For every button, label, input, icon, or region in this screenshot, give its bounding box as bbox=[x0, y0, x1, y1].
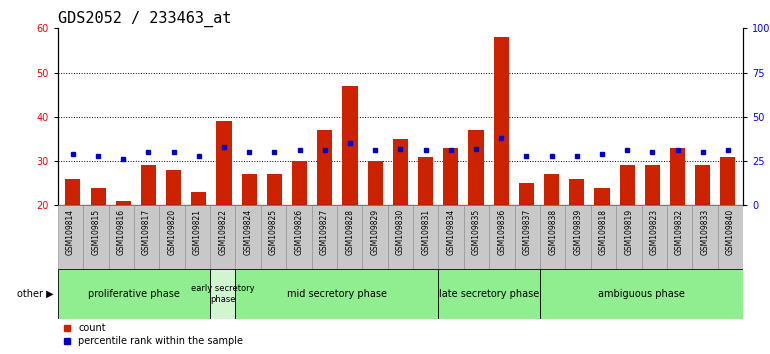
Text: mid secretory phase: mid secretory phase bbox=[287, 289, 387, 299]
Text: ambiguous phase: ambiguous phase bbox=[598, 289, 685, 299]
Bar bbox=[718, 205, 743, 269]
Bar bbox=[159, 205, 185, 269]
Text: GSM109817: GSM109817 bbox=[142, 209, 151, 255]
Bar bbox=[191, 192, 206, 205]
Text: GSM109834: GSM109834 bbox=[447, 209, 456, 255]
Text: GSM109830: GSM109830 bbox=[396, 209, 405, 255]
Text: GSM109825: GSM109825 bbox=[269, 209, 278, 255]
Text: GSM109831: GSM109831 bbox=[421, 209, 430, 255]
Bar bbox=[444, 148, 458, 205]
Bar bbox=[58, 205, 83, 269]
Bar bbox=[438, 269, 540, 319]
Bar bbox=[591, 205, 616, 269]
Text: GDS2052 / 233463_at: GDS2052 / 233463_at bbox=[58, 11, 231, 27]
Text: GSM109826: GSM109826 bbox=[294, 209, 303, 255]
Text: GSM109822: GSM109822 bbox=[218, 209, 227, 255]
Text: GSM109833: GSM109833 bbox=[701, 209, 709, 255]
Text: GSM109821: GSM109821 bbox=[192, 209, 202, 255]
Bar bbox=[116, 201, 131, 205]
Text: GSM109832: GSM109832 bbox=[675, 209, 684, 255]
Bar bbox=[292, 161, 307, 205]
Text: GSM109823: GSM109823 bbox=[650, 209, 658, 255]
Bar bbox=[210, 205, 236, 269]
Bar bbox=[343, 86, 357, 205]
Bar bbox=[540, 269, 743, 319]
Bar bbox=[141, 166, 156, 205]
Text: proliferative phase: proliferative phase bbox=[88, 289, 180, 299]
Bar bbox=[644, 166, 660, 205]
Bar bbox=[418, 156, 434, 205]
Bar bbox=[393, 139, 408, 205]
Bar bbox=[185, 205, 210, 269]
Text: GSM109828: GSM109828 bbox=[345, 209, 354, 255]
Bar bbox=[667, 205, 692, 269]
Bar bbox=[489, 205, 514, 269]
Text: late secretory phase: late secretory phase bbox=[439, 289, 539, 299]
Bar bbox=[312, 205, 337, 269]
Bar bbox=[594, 188, 610, 205]
Text: GSM109840: GSM109840 bbox=[726, 209, 735, 255]
Bar bbox=[91, 188, 105, 205]
Bar bbox=[519, 183, 534, 205]
Bar bbox=[544, 175, 559, 205]
Bar bbox=[134, 205, 159, 269]
Text: GSM109836: GSM109836 bbox=[497, 209, 507, 255]
Text: GSM109835: GSM109835 bbox=[472, 209, 481, 255]
Bar bbox=[616, 205, 641, 269]
Bar bbox=[286, 205, 312, 269]
Bar bbox=[692, 205, 718, 269]
Bar bbox=[216, 121, 232, 205]
Text: GSM109824: GSM109824 bbox=[243, 209, 253, 255]
Bar bbox=[65, 179, 80, 205]
Bar bbox=[83, 205, 109, 269]
Bar bbox=[363, 205, 388, 269]
Bar bbox=[494, 37, 509, 205]
Text: GSM109816: GSM109816 bbox=[117, 209, 126, 255]
Legend: count, percentile rank within the sample: count, percentile rank within the sample bbox=[62, 324, 243, 346]
Bar bbox=[641, 205, 667, 269]
Bar bbox=[367, 161, 383, 205]
Bar bbox=[337, 205, 363, 269]
Bar bbox=[620, 166, 634, 205]
Bar bbox=[438, 205, 464, 269]
Bar bbox=[267, 175, 282, 205]
Bar bbox=[514, 205, 540, 269]
Bar bbox=[166, 170, 181, 205]
Bar bbox=[413, 205, 438, 269]
Bar bbox=[464, 205, 489, 269]
Text: GSM109829: GSM109829 bbox=[370, 209, 380, 255]
Text: GSM109827: GSM109827 bbox=[320, 209, 329, 255]
Text: GSM109814: GSM109814 bbox=[66, 209, 75, 255]
Bar bbox=[670, 148, 685, 205]
Bar bbox=[109, 205, 134, 269]
Text: GSM109837: GSM109837 bbox=[523, 209, 532, 255]
Bar bbox=[569, 179, 584, 205]
Bar bbox=[210, 269, 236, 319]
Text: early secretory
phase: early secretory phase bbox=[191, 284, 255, 303]
Text: GSM109818: GSM109818 bbox=[599, 209, 608, 255]
Bar bbox=[236, 205, 261, 269]
Bar bbox=[468, 130, 484, 205]
Text: GSM109838: GSM109838 bbox=[548, 209, 557, 255]
Text: GSM109820: GSM109820 bbox=[167, 209, 176, 255]
Text: GSM109819: GSM109819 bbox=[624, 209, 634, 255]
Text: GSM109839: GSM109839 bbox=[574, 209, 583, 255]
Bar bbox=[565, 205, 591, 269]
Text: other ▶: other ▶ bbox=[17, 289, 54, 299]
Text: GSM109815: GSM109815 bbox=[92, 209, 100, 255]
Bar bbox=[317, 130, 333, 205]
Bar bbox=[721, 156, 735, 205]
Bar bbox=[695, 166, 710, 205]
Bar bbox=[388, 205, 413, 269]
Bar bbox=[236, 269, 438, 319]
Bar bbox=[540, 205, 565, 269]
Bar bbox=[58, 269, 210, 319]
Bar bbox=[261, 205, 286, 269]
Bar bbox=[242, 175, 256, 205]
